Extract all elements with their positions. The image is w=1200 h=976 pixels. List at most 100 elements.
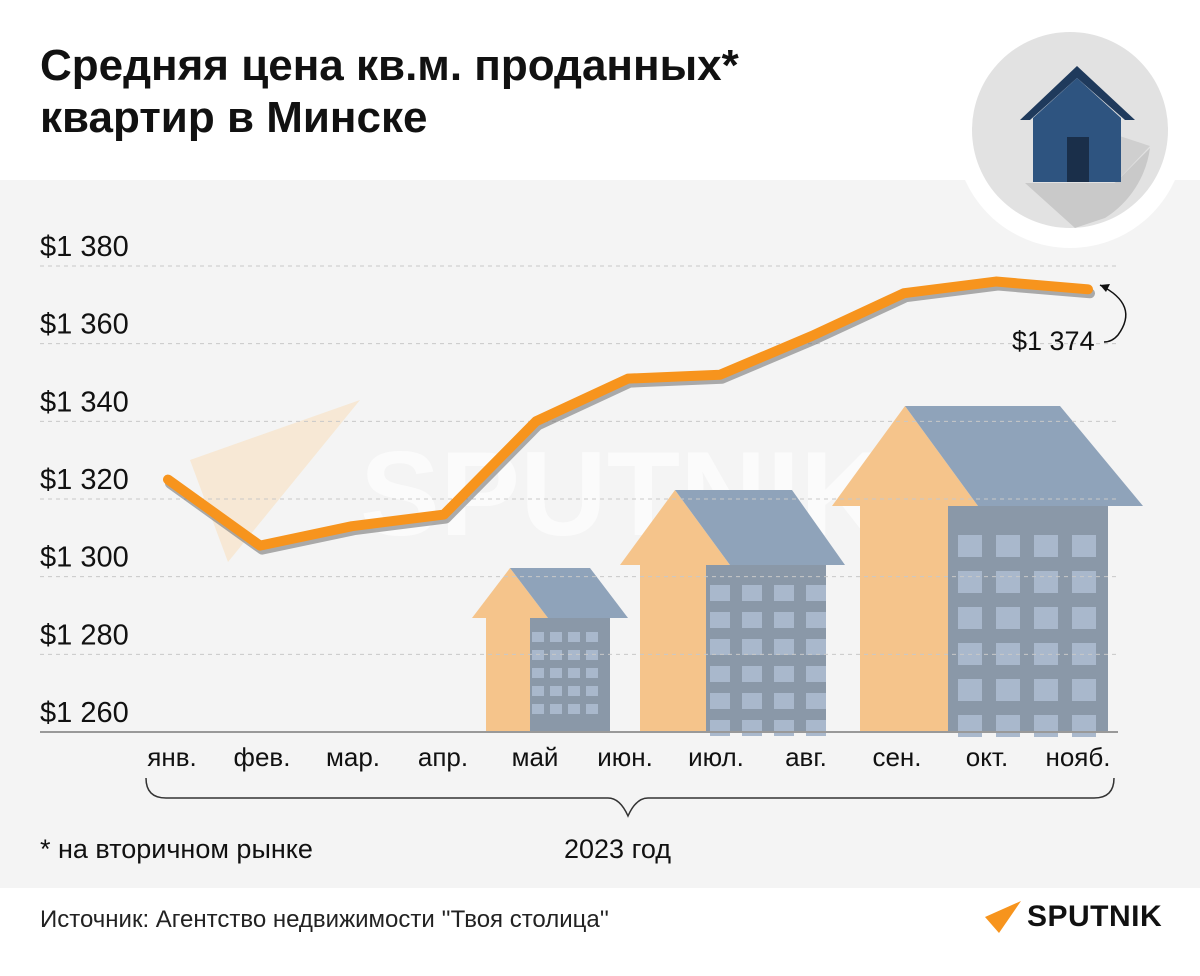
brand-name: SPUTNIK: [1027, 900, 1163, 933]
building-window: [586, 704, 598, 714]
building-window: [550, 686, 562, 696]
building-window: [806, 612, 826, 628]
y-tick-label: $1 280: [40, 619, 129, 651]
building-window: [774, 585, 794, 601]
sputnik-logo-icon: [985, 901, 1021, 933]
building-window: [710, 639, 730, 655]
building-window: [532, 668, 544, 678]
building-window: [958, 571, 982, 593]
building-window: [806, 639, 826, 655]
building-window: [1034, 535, 1058, 557]
building-window: [958, 679, 982, 701]
data-point: [535, 420, 537, 423]
x-tick-label: фев.: [234, 742, 291, 772]
y-tick-label: $1 260: [40, 697, 129, 729]
building-window: [568, 632, 580, 642]
x-axis-label: 2023 год: [564, 834, 671, 864]
data-point: [1087, 288, 1089, 291]
data-point: [167, 478, 169, 481]
building-window: [586, 668, 598, 678]
year-bracket: [145, 777, 1115, 818]
building-window: [550, 704, 562, 714]
building-window: [806, 693, 826, 709]
data-point: [903, 292, 905, 295]
building-window: [710, 612, 730, 628]
building-window: [996, 535, 1020, 557]
building-window: [774, 639, 794, 655]
building-window: [1034, 607, 1058, 629]
footer: [0, 888, 1200, 976]
building-window: [774, 693, 794, 709]
building-window: [550, 650, 562, 660]
building-window: [532, 650, 544, 660]
building-window: [1034, 715, 1058, 737]
building-window: [996, 571, 1020, 593]
chart-title: Средняя цена кв.м. проданных* квартир в …: [40, 41, 739, 142]
building-window: [742, 720, 762, 736]
building-window: [996, 607, 1020, 629]
x-tick-label: янв.: [147, 742, 196, 772]
building-window: [958, 715, 982, 737]
building-window: [742, 693, 762, 709]
data-point: [351, 525, 353, 528]
building-window: [996, 679, 1020, 701]
building-window: [996, 715, 1020, 737]
x-tick-label: сен.: [872, 742, 921, 772]
annotation-arrow: [1099, 284, 1127, 343]
y-tick-label: $1 360: [40, 309, 129, 341]
x-tick-label: авг.: [785, 742, 827, 772]
building-window: [550, 668, 562, 678]
building-window: [710, 666, 730, 682]
building-window: [742, 612, 762, 628]
building-window: [1072, 571, 1096, 593]
last-value-label: $1 374: [1012, 326, 1095, 356]
building-window: [774, 666, 794, 682]
building-window: [1072, 679, 1096, 701]
y-tick-label: $1 320: [40, 464, 129, 496]
data-point: [995, 280, 997, 283]
building-window: [958, 535, 982, 557]
building-window: [586, 632, 598, 642]
house-icon: [955, 18, 1185, 248]
building-window: [742, 585, 762, 601]
building-window: [1072, 715, 1096, 737]
building-window: [806, 585, 826, 601]
x-tick-label: нояб.: [1045, 742, 1110, 772]
building-window: [742, 639, 762, 655]
building-window: [568, 704, 580, 714]
data-point: [719, 373, 721, 376]
line-chart: SPUTNIK $1 260$1 280$1 300$1 320$1 340$1…: [40, 231, 1143, 818]
building-window: [568, 686, 580, 696]
building-window: [1072, 607, 1096, 629]
building-window: [568, 650, 580, 660]
building-window: [774, 720, 794, 736]
building-window: [806, 666, 826, 682]
building-window: [806, 720, 826, 736]
building-window: [774, 612, 794, 628]
data-point: [259, 544, 261, 547]
building-window: [1072, 535, 1096, 557]
building-window: [532, 686, 544, 696]
sputnik-logo: SPUTNIK: [985, 900, 1162, 934]
building-window: [1034, 679, 1058, 701]
building-window: [532, 632, 544, 642]
data-point: [811, 334, 813, 337]
x-tick-label: июн.: [597, 742, 653, 772]
building-window: [586, 686, 598, 696]
building-window: [742, 666, 762, 682]
data-point: [627, 377, 629, 380]
building-window: [958, 607, 982, 629]
x-tick-label: апр.: [418, 742, 468, 772]
x-tick-label: окт.: [966, 742, 1008, 772]
building-window: [568, 668, 580, 678]
x-tick-label: мар.: [326, 742, 380, 772]
building-window: [710, 720, 730, 736]
building-window: [586, 650, 598, 660]
x-tick-label: июл.: [688, 742, 744, 772]
y-tick-label: $1 340: [40, 386, 129, 418]
buildings-illustration: [472, 406, 1143, 737]
x-tick-label: май: [512, 742, 559, 772]
data-point: [443, 513, 445, 516]
building-window: [1034, 643, 1058, 665]
building-window: [532, 704, 544, 714]
